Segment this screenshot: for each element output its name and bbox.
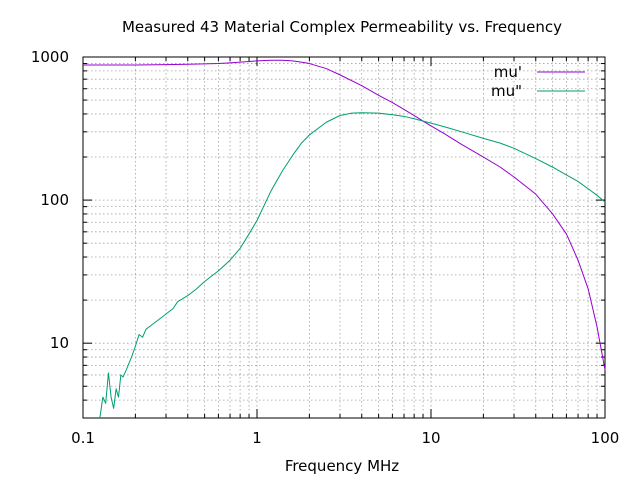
grid bbox=[82, 56, 606, 419]
series-line-mu-prime bbox=[83, 59, 606, 371]
y-tick-label: 10 bbox=[50, 334, 69, 352]
series-lines bbox=[83, 59, 606, 419]
legend-label: mu' bbox=[494, 63, 522, 81]
x-tick-label: 10 bbox=[421, 429, 440, 447]
legend: mu'mu" bbox=[491, 63, 585, 100]
x-tick-label: 0.1 bbox=[71, 429, 95, 447]
x-tick-label: 100 bbox=[591, 429, 620, 447]
x-tick-label: 1 bbox=[252, 429, 262, 447]
series-line-mu-double-prime bbox=[99, 112, 606, 419]
plot-frame bbox=[82, 56, 606, 419]
x-axis-label: Frequency MHz bbox=[285, 457, 399, 475]
legend-label: mu" bbox=[491, 82, 522, 100]
chart-title: Measured 43 Material Complex Permeabilit… bbox=[122, 18, 562, 36]
axis-ticks: 0.1 1 10 100 10 100 1000 bbox=[31, 48, 620, 447]
y-tick-label: 100 bbox=[40, 191, 69, 209]
y-tick-label: 1000 bbox=[31, 48, 69, 66]
